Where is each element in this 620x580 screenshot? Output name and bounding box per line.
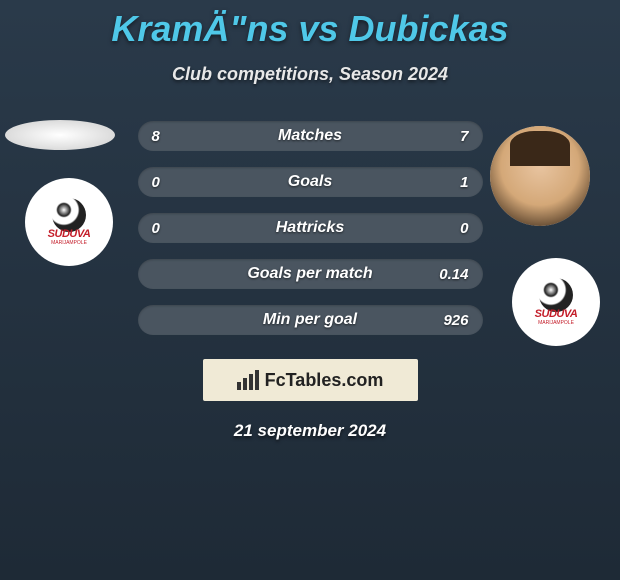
stat-left-value: 8 [152,128,160,145]
team-logo-subtext: MARIJAMPOLE [536,320,576,326]
stats-container: 8 Matches 7 0 Goals 1 0 Hattricks 0 Goal… [138,121,483,335]
chart-icon [237,370,259,390]
watermark-text: FcTables.com [265,370,384,391]
stat-row-min-per-goal: Min per goal 926 [138,305,483,335]
player1-avatar [5,120,115,150]
soccer-ball-icon [52,198,86,232]
stat-right-value: 7 [460,128,468,145]
player2-avatar [490,126,590,226]
stat-row-goals: 0 Goals 1 [138,167,483,197]
stat-row-matches: 8 Matches 7 [138,121,483,151]
team-logo-subtext: MARIJAMPOLE [49,240,89,246]
stat-label: Hattricks [138,219,483,237]
team2-logo: SUDUVA MARIJAMPOLE [512,258,600,346]
page-subtitle: Club competitions, Season 2024 [0,64,620,85]
team1-logo: SUDUVA MARIJAMPOLE [25,178,113,266]
stat-right-value: 926 [443,312,468,329]
stat-right-value: 0 [460,220,468,237]
page-title: KramÄ"ns vs Dubickas [0,0,620,50]
stat-left-value: 0 [152,220,160,237]
stat-row-goals-per-match: Goals per match 0.14 [138,259,483,289]
stat-label: Min per goal [138,311,483,329]
team-logo-text: SUDUVA [48,228,91,240]
stat-right-value: 1 [460,174,468,191]
date-text: 21 september 2024 [0,421,620,441]
stat-label: Goals [138,173,483,191]
stat-row-hattricks: 0 Hattricks 0 [138,213,483,243]
team-logo-text: SUDUVA [535,308,578,320]
stat-left-value: 0 [152,174,160,191]
soccer-ball-icon [539,278,573,312]
stat-label: Goals per match [138,265,483,283]
stat-label: Matches [138,127,483,145]
watermark: FcTables.com [203,359,418,401]
stat-right-value: 0.14 [439,266,468,283]
